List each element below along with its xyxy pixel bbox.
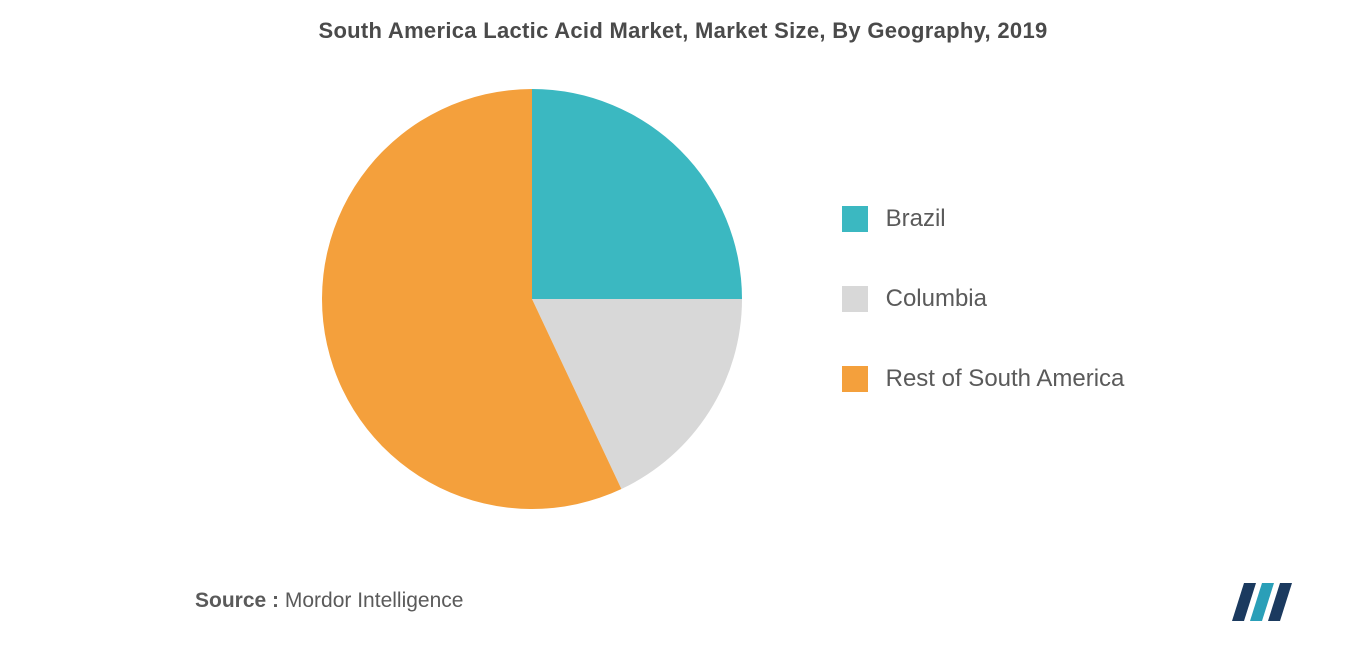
legend-label: Columbia: [886, 285, 987, 313]
legend-item-rest-of-south-america: Rest of South America: [842, 365, 1125, 393]
source-value: Mordor Intelligence: [285, 589, 464, 612]
source-attribution: Source : Mordor Intelligence: [195, 589, 463, 613]
chart-title: South America Lactic Acid Market, Market…: [0, 0, 1366, 44]
chart-container: Brazil Columbia Rest of South America: [0, 89, 1366, 509]
legend-swatch: [842, 286, 868, 312]
chart-footer: Source : Mordor Intelligence: [0, 577, 1366, 625]
legend-swatch: [842, 366, 868, 392]
legend-item-columbia: Columbia: [842, 285, 1125, 313]
legend-swatch: [842, 206, 868, 232]
legend-label: Rest of South America: [886, 365, 1125, 393]
legend-label: Brazil: [886, 205, 946, 233]
pie-slice-brazil: [532, 89, 742, 299]
mordor-intelligence-logo: [1226, 577, 1306, 625]
legend-item-brazil: Brazil: [842, 205, 1125, 233]
chart-legend: Brazil Columbia Rest of South America: [842, 205, 1125, 393]
source-label: Source :: [195, 589, 279, 612]
pie-chart: [322, 89, 742, 509]
pie-chart-wrapper: [322, 89, 742, 509]
